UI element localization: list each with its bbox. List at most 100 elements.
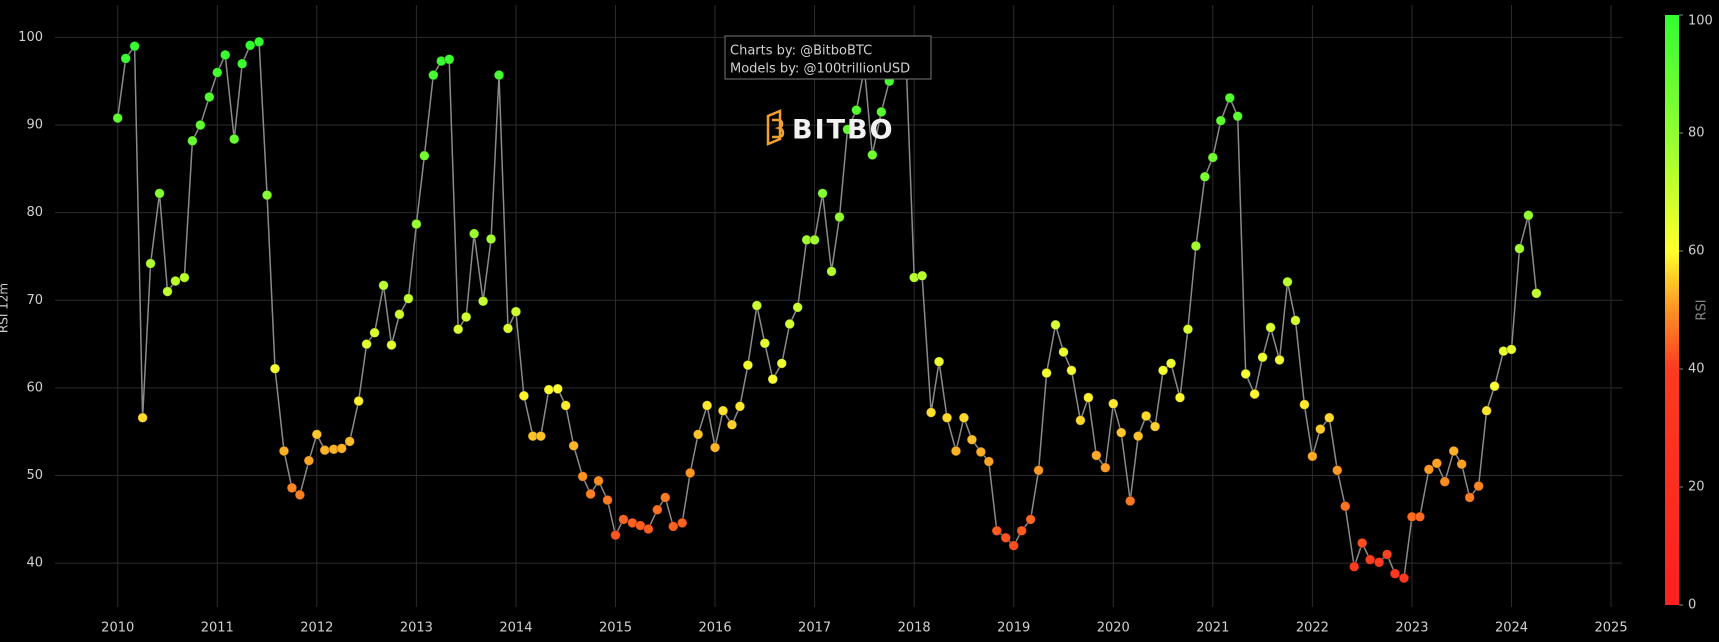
rsi-point <box>411 218 422 230</box>
rsi-point <box>726 419 738 430</box>
y-tick-label: 80 <box>26 205 43 220</box>
logo-text: BITBO <box>792 115 895 146</box>
annotation-box <box>724 35 932 80</box>
rsi-point <box>983 456 995 467</box>
rsi-point <box>1108 398 1119 409</box>
colorbar-title: RSI <box>1695 299 1710 320</box>
rsi-point <box>278 445 290 457</box>
rsi-point <box>809 234 820 246</box>
x-tick-label: 2011 <box>201 621 234 636</box>
x-tick-label: 2012 <box>300 621 333 636</box>
rsi-point <box>1431 458 1443 469</box>
rsi-point <box>1307 451 1318 462</box>
rsi-point <box>120 53 131 64</box>
rsi-point <box>493 69 505 81</box>
rsi-point <box>535 430 547 442</box>
rsi-line <box>116 40 1538 580</box>
rsi-point <box>1066 365 1077 376</box>
rsi-point <box>195 119 206 131</box>
rsi-point <box>1116 427 1127 438</box>
rsi-point <box>170 275 181 287</box>
x-tick-label: 2019 <box>997 621 1030 636</box>
rsi-point <box>602 494 613 506</box>
x-tick-label: 2024 <box>1495 621 1528 636</box>
rsi-point <box>477 295 489 307</box>
x-tick-label: 2018 <box>898 621 931 636</box>
rsi-point <box>403 293 414 304</box>
rsi-point <box>643 523 654 535</box>
rsi-point <box>709 442 721 453</box>
colorbar-tick-label: 20 <box>1688 480 1705 495</box>
rsi-point <box>394 309 405 320</box>
rsi-point <box>991 525 1002 536</box>
rsi-point <box>1016 525 1027 536</box>
rsi-point <box>502 323 514 334</box>
rsi-point <box>1249 388 1260 400</box>
rsi-point <box>137 412 148 423</box>
colorbar-tick-label: 100 <box>1688 14 1713 29</box>
colorbar-tick-label: 60 <box>1688 244 1705 259</box>
rsi-point <box>179 272 190 283</box>
annotation-line: Charts by: @BitboBTC <box>730 44 872 59</box>
rsi-point <box>1398 572 1410 584</box>
rsi-point <box>1274 354 1285 366</box>
rsi-point <box>1464 492 1475 503</box>
rsi-point <box>1083 392 1094 403</box>
logo: BITBO <box>766 109 895 146</box>
x-tick-label: 2020 <box>1097 621 1130 636</box>
rsi-point <box>1240 368 1251 380</box>
rsi-point <box>261 189 273 201</box>
rsi-point <box>1124 495 1136 507</box>
rsi-point <box>145 258 156 269</box>
rsi-point <box>1348 561 1360 572</box>
y-tick-label: 50 <box>26 468 43 483</box>
rsi-point <box>1282 276 1293 288</box>
rsi-point <box>369 327 380 338</box>
rsi-point <box>767 373 778 385</box>
rsi-point <box>518 390 530 402</box>
x-tick-label: 2013 <box>400 621 433 636</box>
rsi-point <box>1091 450 1102 461</box>
rsi-point <box>269 363 281 374</box>
rsi-point <box>958 412 970 423</box>
rsi-point <box>1149 421 1161 432</box>
rsi-point <box>941 412 953 423</box>
rsi-point <box>294 489 306 501</box>
x-tick-label: 2010 <box>101 621 134 636</box>
y-tick-label: 90 <box>26 118 43 133</box>
rsi-point <box>933 356 945 367</box>
rsi-point <box>950 445 962 457</box>
rsi-point <box>1332 465 1343 476</box>
rsi-point <box>162 286 173 297</box>
rsi-point <box>867 149 878 161</box>
rsi-point <box>916 270 928 281</box>
rsi-point <box>792 302 803 313</box>
rsi-point <box>112 112 123 124</box>
rsi-point <box>220 49 231 61</box>
rsi-point <box>660 492 671 503</box>
rsi-point <box>1215 115 1226 126</box>
rsi-point <box>386 339 397 351</box>
y-tick-label: 70 <box>26 293 43 308</box>
rsi-point <box>204 91 215 103</box>
rsi-point <box>1340 501 1351 512</box>
rsi-point <box>1224 92 1235 104</box>
x-tick-label: 2022 <box>1296 621 1329 636</box>
rsi-point <box>1381 549 1393 560</box>
rsi-point <box>1174 392 1186 403</box>
rsi-point <box>1008 540 1019 551</box>
y-axis-title: RSI 12m <box>0 283 11 333</box>
annotation-line: Models by: @100trillionUSD <box>730 62 910 77</box>
rsi-point <box>975 446 987 458</box>
rsi-point <box>419 150 430 161</box>
rsi-point <box>1506 344 1517 355</box>
colorbar-tick-label: 80 <box>1688 126 1705 141</box>
rsi-point <box>319 444 330 456</box>
rsi-point <box>851 104 862 116</box>
rsi-point <box>1199 171 1211 182</box>
rsi-point <box>1100 462 1111 473</box>
rsi-point <box>1257 352 1268 363</box>
rsi-point <box>759 338 771 349</box>
rsi-point <box>552 383 563 395</box>
